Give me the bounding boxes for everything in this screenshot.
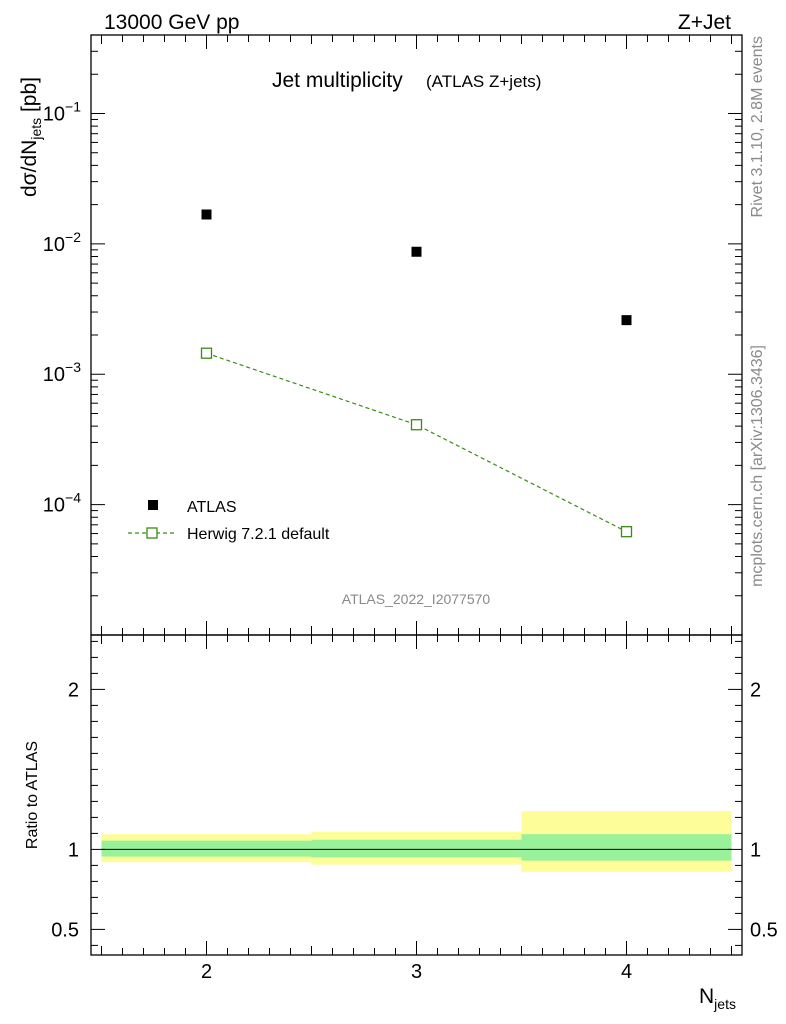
ratio-y-tick-label: 0.5	[51, 919, 79, 941]
ratio-content	[101, 811, 732, 872]
x-tick-label: 3	[411, 961, 422, 983]
ratio-y-tick-label-right: 0.5	[750, 919, 778, 941]
rivet-label: Rivet 3.1.10, 2.8M events	[749, 36, 766, 217]
x-axis-title: Njets	[699, 985, 736, 1012]
y-tick-label: 10−3	[43, 359, 81, 386]
main-axes: 10−1 10−2 10−3 10−4	[43, 34, 742, 636]
plot-title: Jet multiplicity	[272, 69, 403, 92]
herwig-line	[206, 352, 627, 533]
ratio-y-tick-label-right: 1	[750, 839, 761, 861]
y-tick-label: 10−1	[43, 98, 81, 125]
main-frame	[90, 34, 743, 636]
ratio-y-tick-label: 1	[68, 839, 79, 861]
plot-subtitle: (ATLAS Z+jets)	[426, 72, 541, 91]
header-energy: 13000 GeV pp	[104, 11, 239, 34]
legend-atlas-marker	[148, 500, 158, 510]
header-process: Z+Jet	[678, 11, 731, 34]
y-axis-title-ratio: Ratio to ATLAS	[24, 741, 41, 849]
mcplots-label: mcplots.cern.ch [arXiv:1306.3436]	[749, 345, 766, 587]
y-tick-label: 10−4	[43, 490, 81, 517]
ratio-band-inner	[521, 834, 732, 861]
herwig-data-point	[410, 419, 423, 431]
legend-herwig-marker	[146, 527, 158, 539]
atlas-data-point	[621, 315, 632, 326]
y-axis-title-main: dσ/dNjets [pb]	[18, 77, 44, 197]
ratio-band-inner	[101, 840, 312, 857]
legend-herwig-label: Herwig 7.2.1 default	[187, 526, 330, 543]
ratio-band-inner	[311, 839, 522, 858]
atlas-data-point	[201, 209, 212, 220]
ratio-panel: 0.5 0.5 1 1 2 2 2 3 4 Ratio to ATLAS	[24, 634, 778, 983]
atlas-data-point	[411, 246, 422, 257]
main-panel: 10−1 10−2 10−3 10−4 Jet multiplicity (ATLAS…	[18, 34, 743, 636]
herwig-data-point	[620, 526, 633, 538]
x-tick-label: 4	[621, 961, 632, 983]
ratio-frame	[90, 634, 743, 956]
y-tick-label: 10−2	[43, 229, 81, 256]
main-content	[200, 209, 633, 538]
ratio-axes: 0.5 0.5 1 1 2 2 2 3 4	[51, 635, 778, 983]
herwig-data-point	[200, 347, 213, 359]
x-tick-label: 2	[201, 961, 212, 983]
legend: ATLAS Herwig 7.2.1 default	[128, 499, 330, 543]
analysis-id: ATLAS_2022_I2077570	[342, 591, 491, 607]
ratio-y-tick-label: 2	[68, 679, 79, 701]
legend-atlas-label: ATLAS	[187, 499, 237, 516]
ratio-y-tick-label-right: 2	[750, 679, 761, 701]
